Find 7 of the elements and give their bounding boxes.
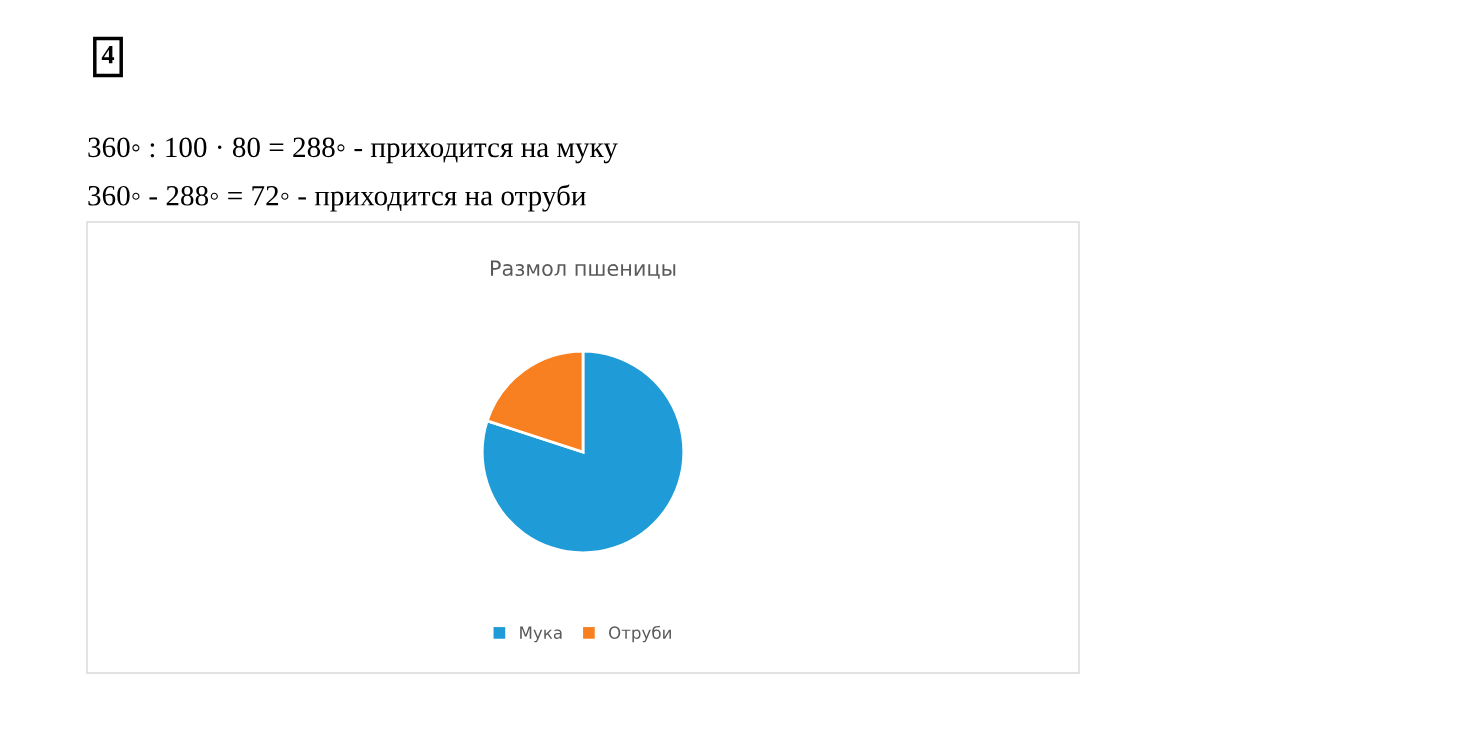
- chart-title: Размол пшеницы: [491, 260, 676, 279]
- legend-label: Мука: [520, 626, 562, 643]
- text: 360◦ - 288◦ = 72◦ - приходится на отруби: [88, 184, 586, 212]
- text: 360◦ : 100 · 80 = 288◦ - приходится на муку: [88, 137, 618, 164]
- legend-label: Отруби: [609, 625, 671, 643]
- text: 4: [101, 45, 115, 64]
- pie-slice: [480, 349, 686, 555]
